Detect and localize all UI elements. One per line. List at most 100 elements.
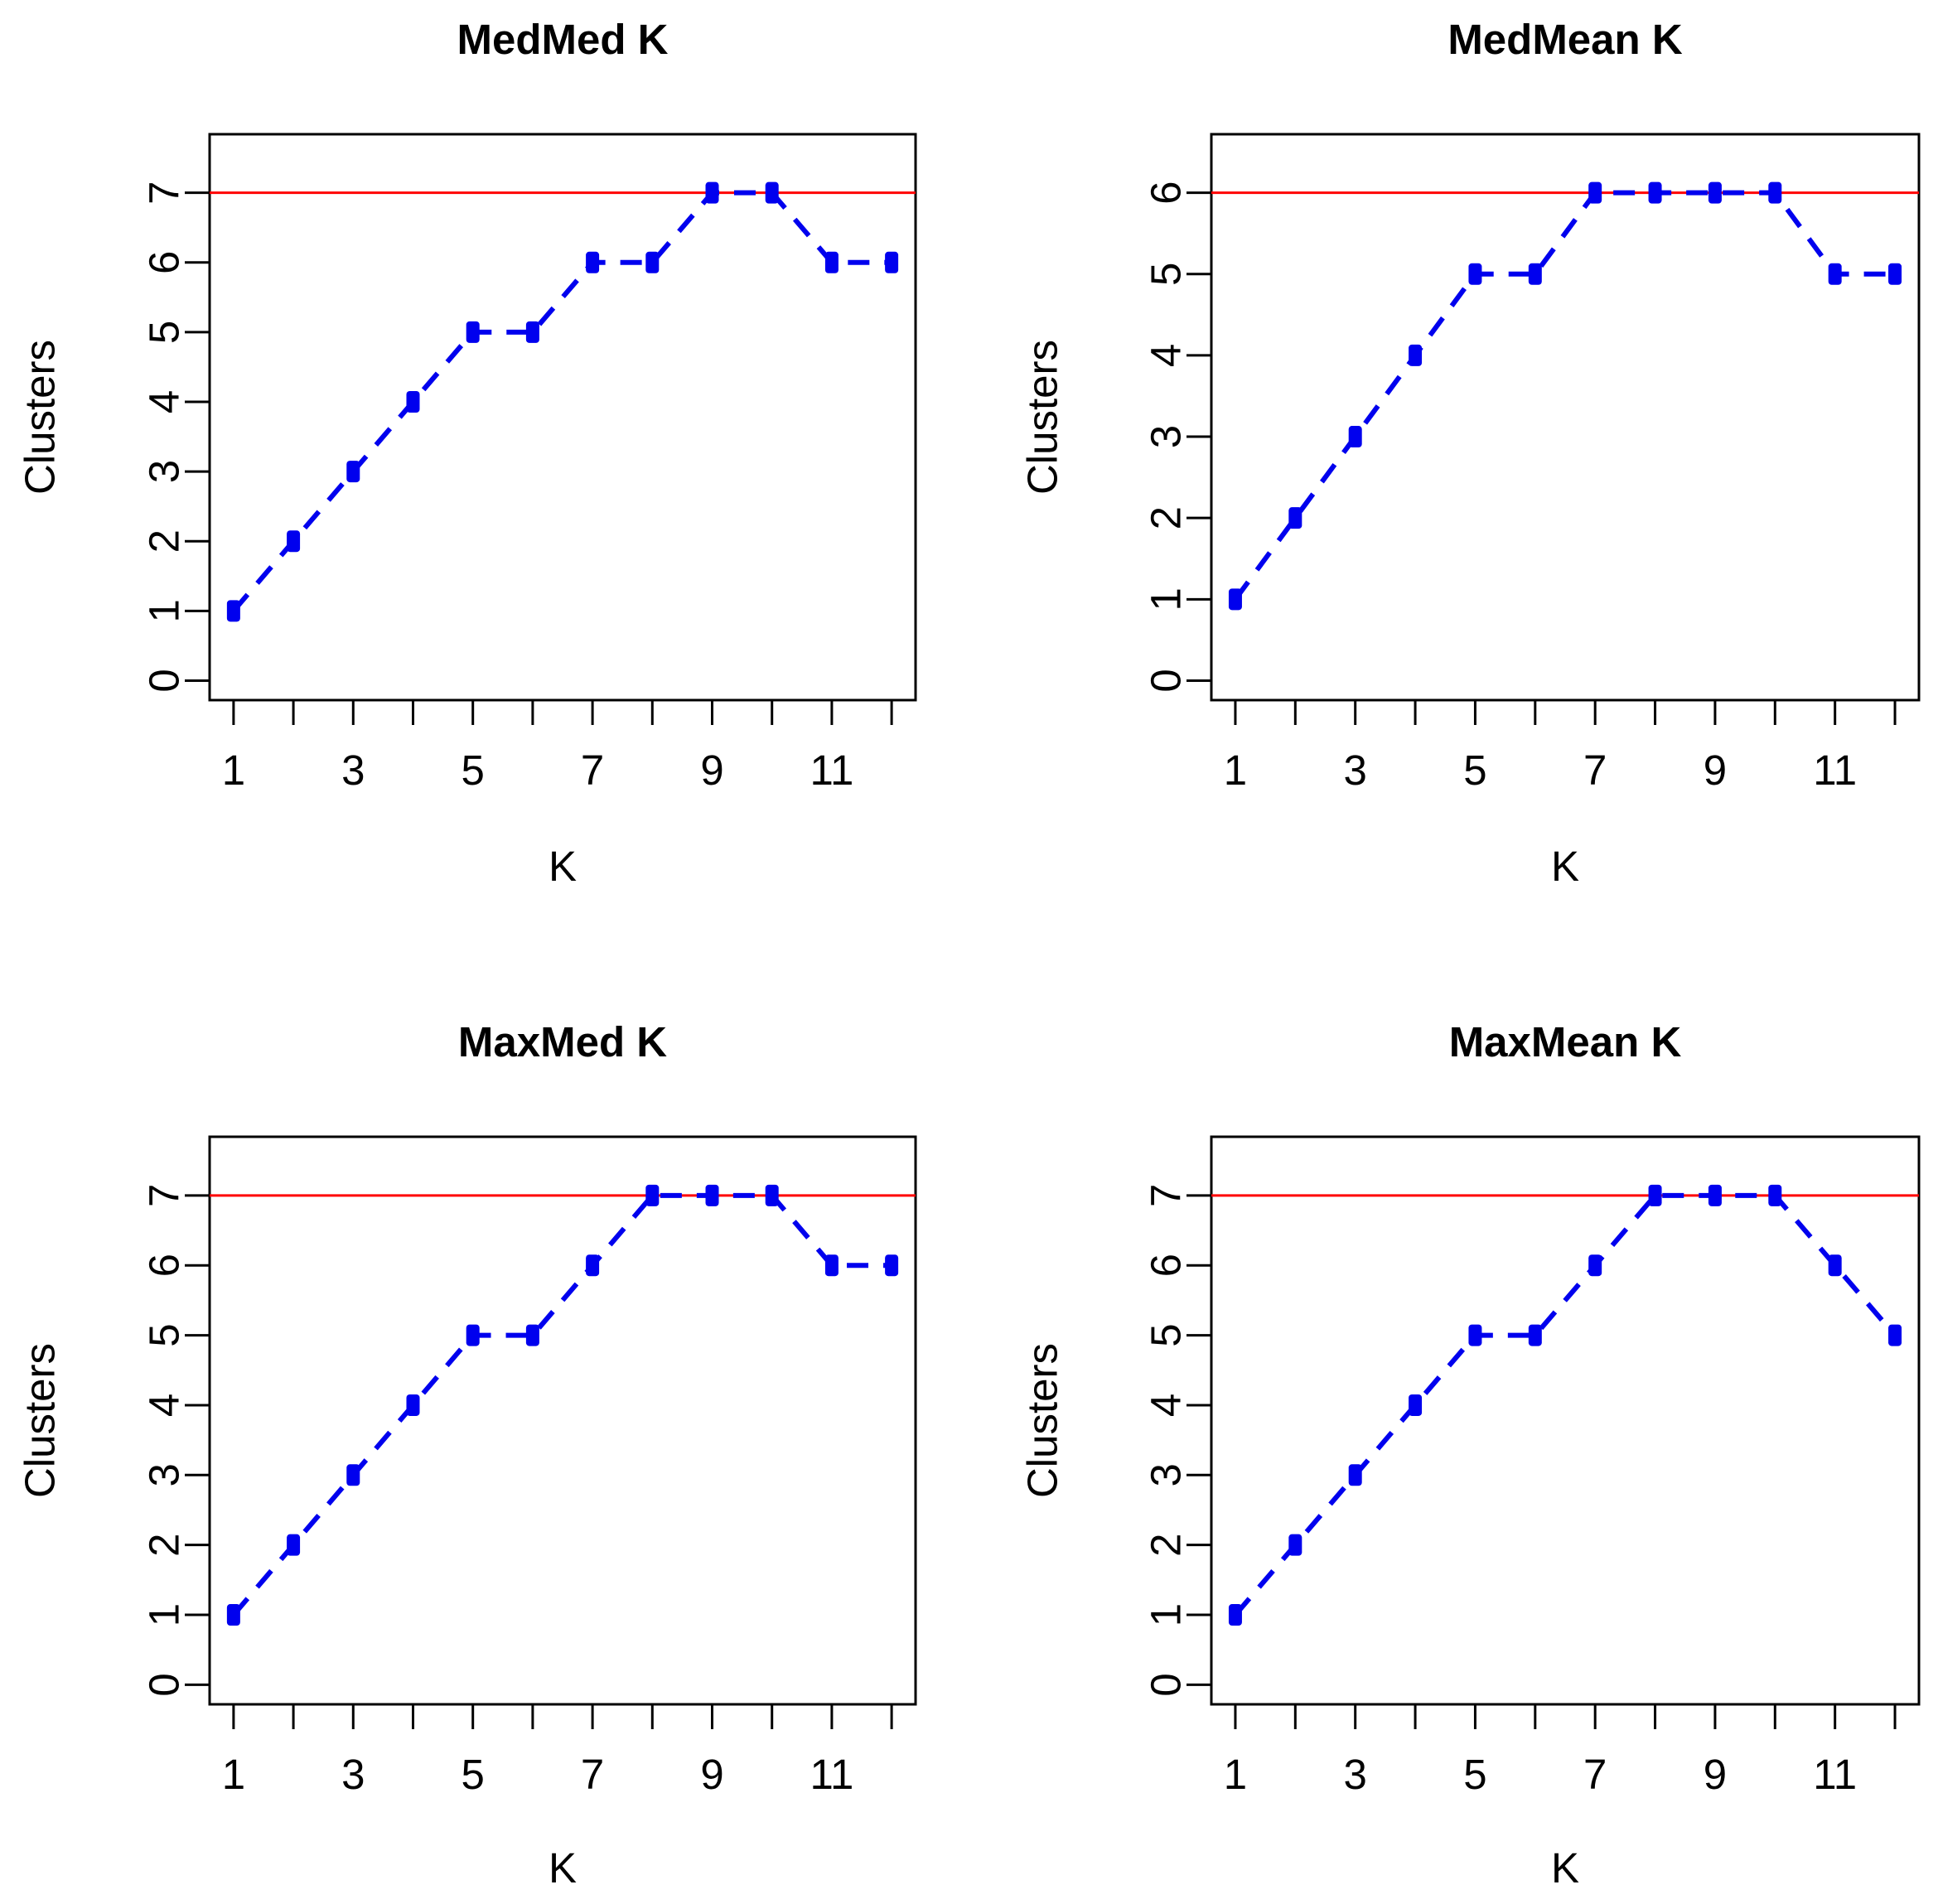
chart-title: MaxMed K <box>458 1018 667 1066</box>
series-line <box>231 190 892 613</box>
data-point-marker <box>1888 263 1902 285</box>
y-axis-label: Clusters <box>17 1343 64 1498</box>
chart-panel-2: MedMean K 0 1 2 3 4 5 6 1 3 5 7 9 11 K Clusters <box>1019 16 1921 890</box>
data-point-marker <box>346 461 360 483</box>
plot-frame <box>1210 1135 1921 1706</box>
y-tick-label: 6 <box>141 251 188 274</box>
data-point-marker <box>1888 1324 1902 1346</box>
data-point-marker <box>287 1534 301 1556</box>
x-tick-label: 5 <box>1463 747 1486 794</box>
x-tick-label: 7 <box>1583 1751 1607 1798</box>
y-axis-label: Clusters <box>17 340 64 495</box>
data-point-marker <box>1409 344 1423 366</box>
data-point-marker <box>1228 1604 1242 1626</box>
data-point-marker <box>346 1464 360 1486</box>
y-tick-label: 5 <box>1143 263 1190 286</box>
data-point-marker <box>1768 1184 1782 1206</box>
data-point-marker <box>1348 1464 1362 1486</box>
x-tick-label: 1 <box>1224 747 1247 794</box>
x-tick-label: 9 <box>700 1751 723 1798</box>
data-point-marker <box>645 251 660 273</box>
data-point-marker <box>1348 426 1362 448</box>
data-point-marker <box>1768 181 1782 204</box>
data-point-marker <box>824 251 839 273</box>
data-point-marker <box>705 1184 719 1206</box>
y-tick-label: 4 <box>1143 344 1190 367</box>
x-tick-label: 5 <box>462 747 485 794</box>
x-tick-label: 11 <box>810 1751 853 1798</box>
data-point-marker <box>226 1604 240 1626</box>
x-tick-label: 3 <box>1344 747 1367 794</box>
x-axis-label: K <box>549 843 577 890</box>
x-tick-label: 7 <box>1583 747 1607 794</box>
x-tick-label: 7 <box>581 1751 604 1798</box>
data-point-marker <box>1588 181 1602 204</box>
data-point-marker <box>466 1324 480 1346</box>
data-point-marker <box>1648 181 1662 204</box>
y-tick-label: 6 <box>141 1254 188 1277</box>
x-tick-label: 3 <box>341 1751 365 1798</box>
y-tick-label: 0 <box>1143 1673 1190 1696</box>
x-tick-label: 1 <box>1224 1751 1247 1798</box>
chart-title: MedMed K <box>457 16 669 63</box>
data-point-marker <box>645 1184 660 1206</box>
x-tick-label: 1 <box>222 747 245 794</box>
data-point-marker <box>586 251 600 273</box>
data-point-marker <box>1228 588 1242 611</box>
y-tick-label: 3 <box>141 1463 188 1486</box>
y-tick-label: 3 <box>141 460 188 483</box>
chart-title: MedMean K <box>1447 16 1683 63</box>
y-tick-label: 6 <box>1143 1254 1190 1277</box>
y-tick-label: 7 <box>1143 1184 1190 1207</box>
chart-panel-3: MaxMed K 0 1 2 3 4 5 6 7 1 3 5 7 9 11 K Clusters <box>17 1018 917 1892</box>
y-tick-label: 3 <box>1143 425 1190 448</box>
y-tick-label: 4 <box>1143 1394 1190 1417</box>
x-tick-label: 11 <box>1813 1751 1857 1798</box>
data-point-marker <box>1468 263 1482 285</box>
y-tick-label: 2 <box>141 1533 188 1556</box>
data-point-marker <box>586 1254 600 1277</box>
data-point-marker <box>406 1394 420 1416</box>
series-line <box>1233 190 1896 602</box>
series-line <box>1233 1192 1897 1616</box>
x-axis-label: K <box>1551 843 1579 890</box>
y-axis-label: Clusters <box>1019 340 1066 495</box>
plot-frame <box>1210 133 1921 702</box>
data-point-marker <box>1288 507 1302 529</box>
data-point-marker <box>1528 263 1542 285</box>
data-point-marker <box>705 181 719 204</box>
chart-title: MaxMean K <box>1449 1018 1682 1066</box>
data-point-marker <box>525 1324 539 1346</box>
chart-panel-1: MedMed K 0 1 2 3 4 5 6 7 1 3 5 7 9 11 K Clusters <box>17 16 917 890</box>
data-point-marker <box>1409 1394 1423 1416</box>
data-point-marker <box>226 600 240 622</box>
y-tick-label: 1 <box>1143 587 1190 611</box>
data-point-marker <box>824 1254 839 1277</box>
data-point-marker <box>1708 181 1722 204</box>
data-point-marker <box>885 251 899 273</box>
data-point-marker <box>1288 1534 1302 1556</box>
chart-panel-4: MaxMean K 0 1 2 3 4 5 6 7 1 3 5 7 9 11 K Clusters <box>1019 1018 1921 1892</box>
x-tick-label: 7 <box>581 747 604 794</box>
data-point-marker <box>765 1184 779 1206</box>
y-axis-label: Clusters <box>1019 1343 1066 1498</box>
plot-frame <box>208 1135 917 1706</box>
data-point-marker <box>1648 1184 1662 1206</box>
data-point-marker <box>466 321 480 343</box>
y-tick-label: 4 <box>141 390 188 413</box>
x-tick-label: 5 <box>462 1751 485 1798</box>
x-tick-label: 5 <box>1463 1751 1486 1798</box>
data-point-marker <box>765 181 779 204</box>
y-tick-label: 0 <box>141 1673 188 1696</box>
y-tick-label: 1 <box>141 1603 188 1626</box>
x-tick-label: 1 <box>222 1751 245 1798</box>
x-tick-label: 3 <box>1344 1751 1367 1798</box>
y-tick-label: 0 <box>1143 669 1190 692</box>
x-tick-label: 9 <box>1704 747 1727 794</box>
data-point-marker <box>1588 1254 1602 1277</box>
x-tick-label: 9 <box>700 747 723 794</box>
y-tick-label: 7 <box>141 181 188 204</box>
y-tick-label: 5 <box>141 321 188 344</box>
y-tick-label: 6 <box>1143 181 1190 204</box>
